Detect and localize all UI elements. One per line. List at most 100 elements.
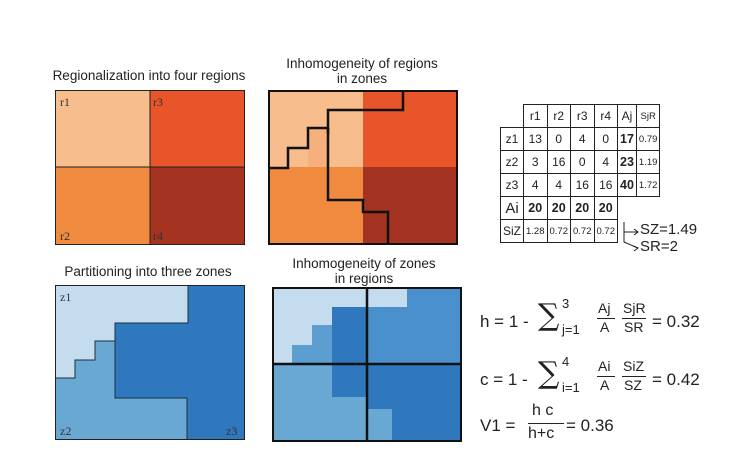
region-r2 xyxy=(55,167,150,245)
region-r3 xyxy=(150,90,245,167)
table-row-label: z1 xyxy=(500,127,524,151)
formula-c-frac1-den: A xyxy=(600,377,610,393)
table-cell: 4 xyxy=(523,173,548,197)
table-cell-siz: 0.72 xyxy=(570,219,595,243)
zone-label-z2: z2 xyxy=(60,424,72,438)
title-inhomogeneity-regions: Inhomogeneity of regions in zones xyxy=(262,56,462,86)
title-partitioning: Partitioning into three zones xyxy=(64,264,232,279)
sum-symbol: ∑ xyxy=(538,356,560,391)
zone-z2-region-r1 xyxy=(292,325,332,364)
table-row-label: z3 xyxy=(500,173,524,197)
title-inhomogeneity-regions-line1: Inhomogeneity of regions xyxy=(286,56,438,71)
table-header-r4: r4 xyxy=(593,104,618,128)
formula-h-result: = 0.32 xyxy=(652,312,700,331)
formula-h-frac2-num: SjR xyxy=(623,300,646,316)
formula-c-frac1-num: Ai xyxy=(598,358,611,374)
table-cell: 4 xyxy=(546,173,571,197)
regionalization-border xyxy=(55,90,245,245)
table-cell: 4 xyxy=(570,127,595,151)
region-r1 xyxy=(55,90,150,167)
table-cell: 16 xyxy=(546,150,571,174)
table-cell: 16 xyxy=(593,173,618,197)
formula-h: h = 1 - ∑ 3 j=1 Aj A SjR SR = 0.32 xyxy=(480,292,740,348)
zone-tint-r1 xyxy=(308,128,328,167)
fraction-bar xyxy=(622,318,646,319)
zone1-boundary xyxy=(268,90,405,170)
table-empty xyxy=(636,197,660,220)
table-cell-siz: 1.28 xyxy=(523,219,548,243)
table-cell-aj: 23 xyxy=(617,150,637,174)
annotation-arrows xyxy=(623,222,640,252)
regionalization-map xyxy=(55,90,245,245)
table-header-r3: r3 xyxy=(570,104,595,128)
table-header-aj: Aj xyxy=(617,104,637,128)
table-siz-label: SiZ xyxy=(500,219,524,243)
region-r4 xyxy=(363,167,458,245)
fraction-bar xyxy=(528,423,564,424)
table-ai-row: Ai 20 20 20 20 xyxy=(500,196,660,220)
table-cell: 3 xyxy=(523,150,548,174)
annotation-sz: SZ=1.49 xyxy=(640,221,698,238)
table-cell-ai: 20 xyxy=(570,196,595,220)
zone-label-z1: z1 xyxy=(60,290,72,304)
formula-v-den: h+c xyxy=(528,425,555,442)
formula-c-frac2-den: SZ xyxy=(624,377,642,393)
formula-c: c = 1 - ∑ 4 i=1 Ai A SiZ SZ = 0.42 xyxy=(480,350,740,406)
table-row: z3 4 4 16 16 40 1.72 xyxy=(500,173,661,197)
inhomogeneity-regions-map xyxy=(268,90,458,245)
table-cell-ai: 20 xyxy=(593,196,618,220)
formula-h-upper: 3 xyxy=(562,296,570,311)
fraction-bar xyxy=(622,376,646,377)
table-cell-siz: 0.72 xyxy=(546,219,571,243)
title-inhomogeneity-zones-line1: Inhomogeneity of zones xyxy=(292,256,436,271)
sum-symbol: ∑ xyxy=(538,298,560,333)
region-label-r4: r4 xyxy=(153,229,163,243)
table-corner xyxy=(501,105,524,128)
fraction-bar xyxy=(597,376,615,377)
region-r2 xyxy=(268,167,363,245)
inhomogeneity-regions-border xyxy=(268,90,458,245)
region-r4 xyxy=(150,167,245,245)
formula-c-lower: i=1 xyxy=(562,380,580,395)
table-ai-label: Ai xyxy=(500,196,524,220)
table-row: z1 13 0 4 0 17 0.79 xyxy=(500,127,661,151)
formula-v-num: h c xyxy=(532,402,554,419)
region-label-r2: r2 xyxy=(60,229,70,243)
table-cell-ai: 20 xyxy=(523,196,548,220)
formula-c-upper: 4 xyxy=(562,354,570,369)
table-row: z2 3 16 0 4 23 1.19 xyxy=(500,150,661,174)
formula-h-frac1-den: A xyxy=(600,319,610,335)
table-cell: 4 xyxy=(593,150,618,174)
fraction-bar xyxy=(597,318,615,319)
zone3-boundary xyxy=(326,128,390,245)
inhomogeneity-zones-border xyxy=(272,287,462,442)
table-cell-sjr: 0.79 xyxy=(635,127,661,151)
region-r3 xyxy=(363,90,458,167)
annotation-sr: SR=2 xyxy=(640,238,678,255)
table-header-r2: r2 xyxy=(546,104,571,128)
table-row-label: z2 xyxy=(500,150,524,174)
table-cell: 0 xyxy=(570,150,595,174)
title-regionalization: Regionalization into four regions xyxy=(52,68,246,83)
table-siz-row: SiZ 1.28 0.72 0.72 0.72 xyxy=(500,219,660,243)
region-label-r1: r1 xyxy=(60,95,70,109)
zone-outline xyxy=(55,285,189,440)
formula-c-frac2-num: SiZ xyxy=(623,358,644,374)
formula-v: V1 = h c h+c = 0.36 xyxy=(480,400,740,454)
contingency-table: r1 r2 r3 r4 Aj SjR z1 13 0 4 0 17 0.79 z… xyxy=(500,104,661,243)
formula-v-lhs: V1 = xyxy=(480,416,516,435)
table-cell-sjr: 1.19 xyxy=(635,150,661,174)
table-cell-aj: 17 xyxy=(617,127,637,151)
table-cell: 13 xyxy=(523,127,548,151)
table-cell-aj: 40 xyxy=(617,173,637,197)
formula-h-lhs: h = 1 - xyxy=(480,312,529,331)
zone-label-z3: z3 xyxy=(226,424,238,438)
formula-h-frac2-den: SR xyxy=(624,319,644,335)
zone-z1 xyxy=(272,287,407,364)
formula-c-result: = 0.42 xyxy=(652,370,700,389)
table-header-row: r1 r2 r3 r4 Aj SjR xyxy=(501,104,661,128)
inhomogeneity-zones-map xyxy=(272,287,462,442)
title-inhomogeneity-regions-line2: in zones xyxy=(336,71,388,86)
table-header-r1: r1 xyxy=(523,104,548,128)
title-inhomogeneity-zones: Inhomogeneity of zones in regions xyxy=(274,256,454,286)
